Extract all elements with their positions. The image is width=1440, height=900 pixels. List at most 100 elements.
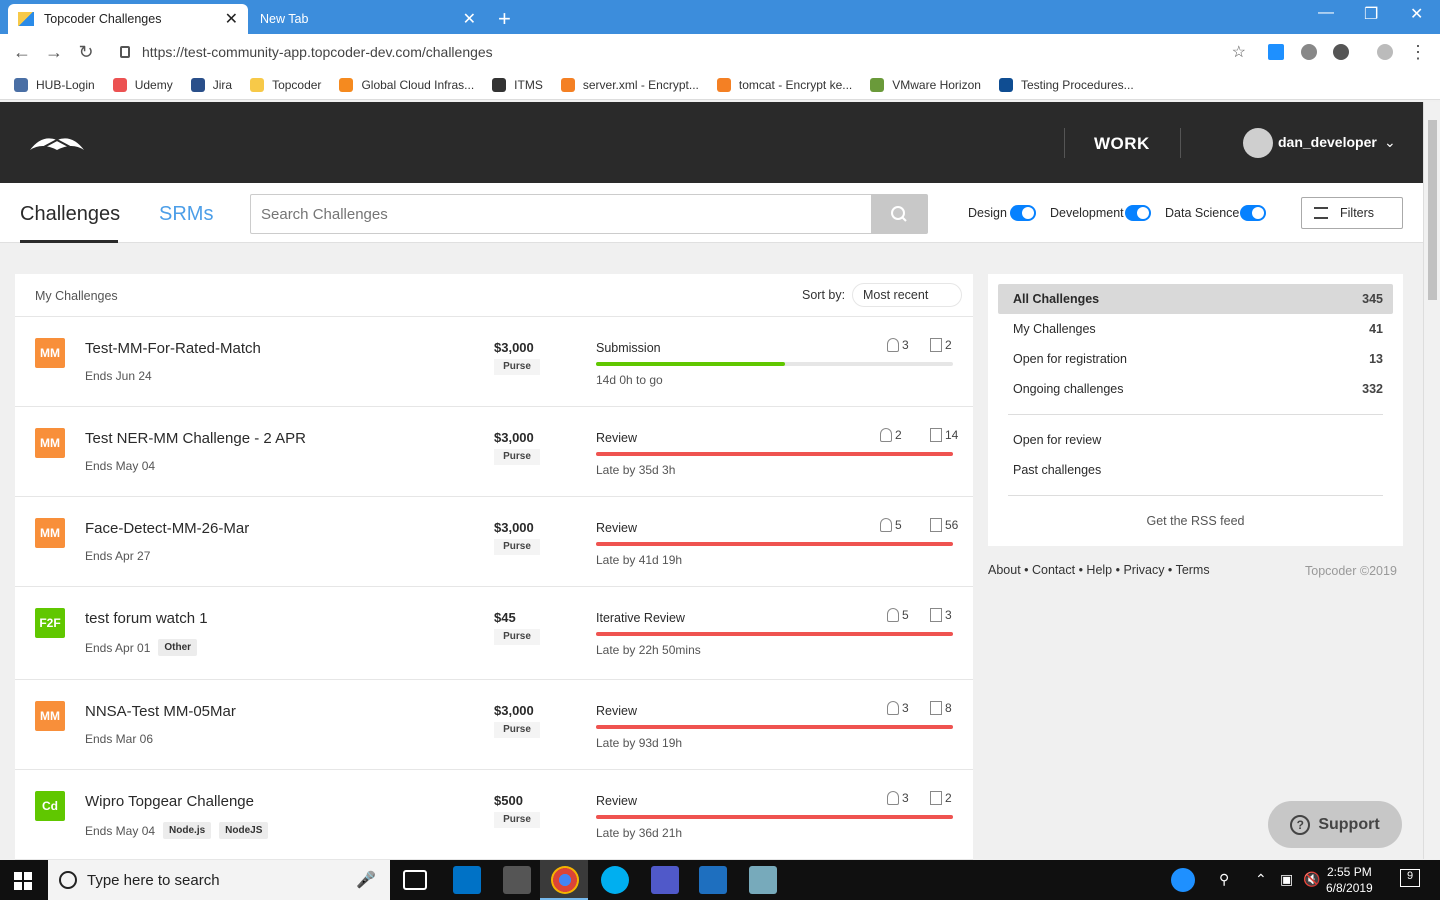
development-toggle[interactable]	[1125, 205, 1151, 221]
bookmark-item[interactable]: tomcat - Encrypt ke...	[716, 77, 852, 92]
bookmark-item[interactable]: server.xml - Encrypt...	[560, 77, 699, 92]
forward-icon[interactable]: →	[45, 41, 63, 62]
challenge-name[interactable]: Test NER-MM Challenge - 2 APR	[85, 430, 306, 447]
username[interactable]: dan_developer	[1278, 134, 1377, 150]
rss-feed-link[interactable]: Get the RSS feed	[1146, 514, 1245, 528]
new-tab-button[interactable]: +	[498, 6, 511, 31]
bookmark-item[interactable]: VMware Horizon	[870, 77, 981, 92]
close-tab-icon[interactable]: ✕	[224, 11, 238, 28]
bookmark-item[interactable]: Topcoder	[250, 77, 321, 92]
back-icon[interactable]: ←	[13, 41, 31, 62]
people-icon[interactable]: ⚲	[1219, 871, 1230, 887]
challenge-row[interactable]: MM Face-Detect-MM-26-Mar Ends Apr 27 $3,000…	[15, 497, 973, 587]
chrome-icon[interactable]	[551, 866, 579, 894]
help-tray-icon[interactable]	[1171, 868, 1195, 892]
challenge-row[interactable]: MM Test NER-MM Challenge - 2 APR Ends May …	[15, 407, 973, 497]
paint-icon[interactable]	[749, 866, 777, 894]
bookmark-item[interactable]: ITMS	[492, 77, 543, 92]
volume-muted-icon[interactable]: 🔇	[1303, 871, 1321, 887]
network-icon[interactable]: ▣	[1280, 871, 1294, 887]
teams-icon[interactable]	[651, 866, 679, 894]
task-view-icon[interactable]	[403, 870, 427, 890]
close-window-icon[interactable]: ✕	[1410, 6, 1424, 23]
sidebar-item[interactable]: My Challenges 41	[998, 314, 1393, 344]
outlook-icon[interactable]	[453, 866, 481, 894]
bookmark-item[interactable]: Global Cloud Infras...	[339, 77, 474, 92]
registrants-count[interactable]: 3	[887, 701, 909, 715]
sidebar-item[interactable]: Ongoing challenges 332	[998, 374, 1393, 404]
chevron-down-icon[interactable]: ⌄	[1384, 134, 1396, 150]
extension-circle-icon[interactable]	[1301, 44, 1317, 60]
notifications-icon[interactable]: 9	[1400, 869, 1420, 887]
data-science-toggle[interactable]	[1240, 205, 1266, 221]
footer-link[interactable]: Help	[1086, 563, 1113, 577]
footer-link[interactable]: Privacy	[1123, 563, 1165, 577]
challenge-row[interactable]: F2F test forum watch 1 Ends Apr 01 Other $45…	[15, 587, 973, 680]
submissions-count[interactable]: 8	[930, 701, 952, 715]
registrants-count[interactable]: 3	[887, 791, 909, 805]
page-scrollbar[interactable]	[1423, 102, 1440, 859]
challenge-name[interactable]: Face-Detect-MM-26-Mar	[85, 520, 250, 537]
challenge-name[interactable]: NNSA-Test MM-05Mar	[85, 703, 236, 720]
minimize-icon[interactable]: —	[1318, 4, 1334, 21]
footer-link[interactable]: About	[988, 563, 1021, 577]
microphone-icon[interactable]: 🎤	[356, 872, 376, 889]
search-button[interactable]	[871, 194, 928, 234]
sort-select[interactable]: Most recent	[852, 283, 962, 307]
reload-icon[interactable]: ↻	[78, 41, 94, 62]
browser-tab-topcoder[interactable]: Topcoder Challenges ✕	[8, 4, 248, 34]
calculator-icon[interactable]	[503, 866, 531, 894]
sidebar-item[interactable]: All Challenges 345	[998, 284, 1393, 314]
tech-tag[interactable]: Node.js	[163, 822, 212, 839]
sidebar-item[interactable]: Past challenges	[998, 455, 1393, 485]
url-field[interactable]: https://test-community-app.topcoder-dev.…	[108, 38, 1256, 66]
footer-link[interactable]: Contact	[1032, 563, 1076, 577]
search-input[interactable]	[250, 194, 872, 234]
bookmark-item[interactable]: Testing Procedures...	[998, 77, 1134, 92]
challenge-name[interactable]: Test-MM-For-Rated-Match	[85, 340, 261, 357]
remote-desktop-icon[interactable]	[699, 866, 727, 894]
support-button[interactable]: ? Support	[1268, 801, 1402, 848]
profile-icon[interactable]	[1377, 44, 1393, 60]
challenge-row[interactable]: Cd Wipro Topgear Challenge Ends May 04 Node…	[15, 770, 973, 860]
tab-challenges[interactable]: Challenges	[20, 203, 121, 225]
submissions-count[interactable]: 56	[930, 518, 958, 532]
filters-button[interactable]: Filters	[1301, 197, 1403, 229]
windows-extension-icon[interactable]	[1268, 44, 1284, 60]
maximize-icon[interactable]: ❐	[1364, 6, 1379, 23]
topcoder-logo-icon[interactable]	[28, 132, 86, 156]
avatar[interactable]	[1243, 128, 1273, 158]
sidebar-item[interactable]: Open for review	[998, 425, 1393, 455]
tech-tag[interactable]: NodeJS	[219, 822, 269, 839]
chevron-up-icon[interactable]: ⌃	[1255, 871, 1267, 887]
extension-arrow-icon[interactable]	[1333, 44, 1349, 60]
menu-kebab-icon[interactable]: ⋮	[1409, 42, 1427, 62]
work-link[interactable]: WORK	[1094, 134, 1150, 153]
bookmark-item[interactable]: HUB-Login	[14, 77, 95, 92]
submissions-count[interactable]: 14	[930, 428, 958, 442]
skype-icon[interactable]	[601, 866, 629, 894]
design-toggle[interactable]	[1010, 205, 1036, 221]
tab-srms[interactable]: SRMs	[159, 203, 214, 225]
footer-link[interactable]: Terms	[1175, 563, 1210, 577]
bookmark-item[interactable]: Udemy	[112, 77, 173, 92]
registrants-count[interactable]: 5	[887, 608, 909, 622]
sidebar-item[interactable]: Open for registration 13	[998, 344, 1393, 374]
registrants-count[interactable]: 3	[887, 338, 909, 352]
submissions-count[interactable]: 2	[930, 791, 952, 805]
bookmark-star-icon[interactable]: ☆	[1231, 44, 1246, 61]
close-tab-icon[interactable]: ✕	[462, 11, 476, 28]
registrants-count[interactable]: 2	[880, 428, 902, 442]
submissions-count[interactable]: 3	[930, 608, 952, 622]
bookmark-item[interactable]: Jira	[190, 77, 232, 92]
challenge-row[interactable]: MM NNSA-Test MM-05Mar Ends Mar 06 $3,000 Pur…	[15, 680, 973, 770]
submissions-count[interactable]: 2	[930, 338, 952, 352]
challenge-name[interactable]: test forum watch 1	[85, 610, 208, 627]
browser-tab-new[interactable]: New Tab ✕	[250, 4, 486, 34]
taskbar-search[interactable]: Type here to search 🎤	[48, 860, 390, 900]
challenge-name[interactable]: Wipro Topgear Challenge	[85, 793, 254, 810]
registrants-count[interactable]: 5	[880, 518, 902, 532]
windows-start-icon[interactable]	[14, 872, 32, 890]
taskbar-clock[interactable]: 2:55 PM 6/8/2019	[1326, 864, 1373, 896]
scrollbar-thumb[interactable]	[1428, 120, 1437, 300]
